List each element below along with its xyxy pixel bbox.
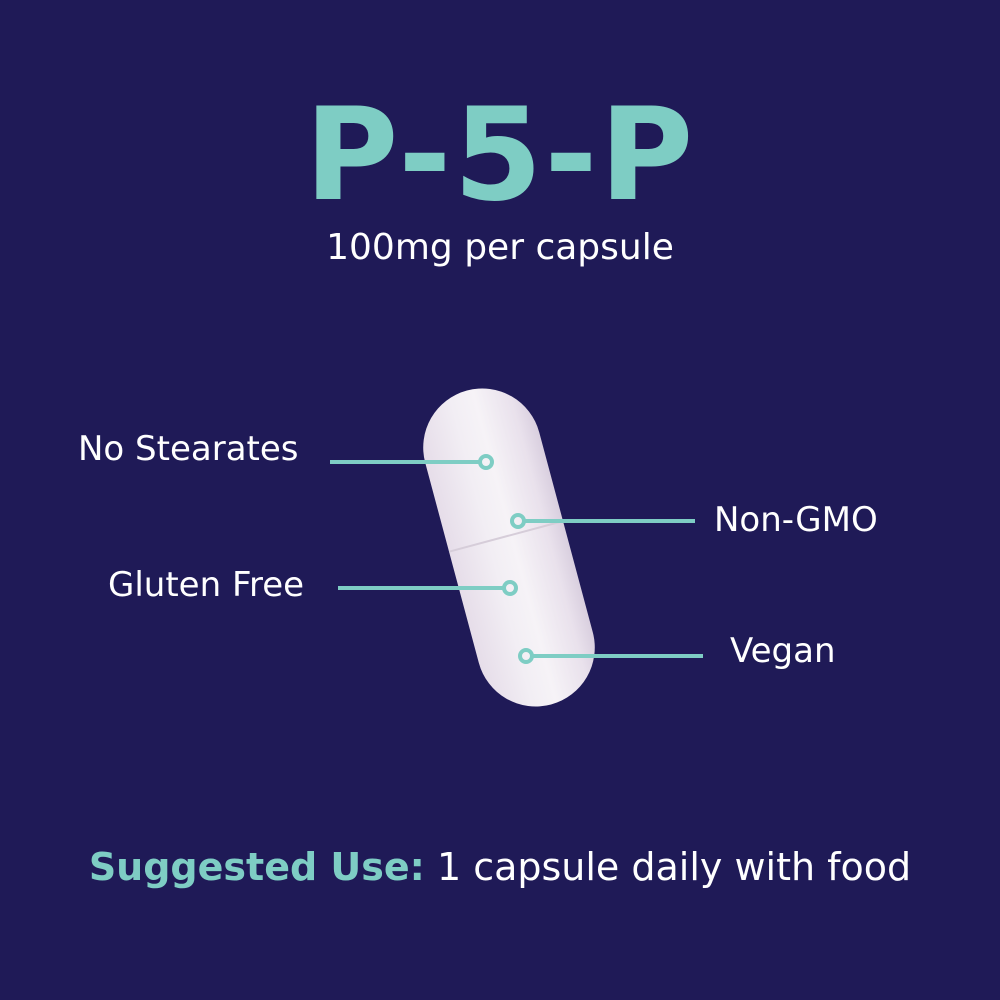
- feature-gluten-free: Gluten Free: [108, 565, 305, 605]
- callout-dot-non-gmo: [510, 513, 526, 529]
- suggested-use-label: Suggested Use:: [88, 845, 425, 889]
- callout-dot-gluten-free: [502, 580, 518, 596]
- product-title: P-5-P: [304, 81, 696, 230]
- feature-non-gmo: Non-GMO: [714, 500, 878, 540]
- feature-vegan: Vegan: [730, 631, 836, 671]
- callout-dot-vegan: [518, 648, 534, 664]
- callout-dot-no-stearates: [478, 454, 494, 470]
- suggested-use-text: 1 capsule daily with food: [436, 845, 912, 889]
- suggested-use: Suggested Use: 1 capsule daily with food: [0, 848, 1000, 886]
- feature-no-stearates: No Stearates: [78, 429, 299, 469]
- dosage-subtitle: 100mg per capsule: [326, 227, 674, 268]
